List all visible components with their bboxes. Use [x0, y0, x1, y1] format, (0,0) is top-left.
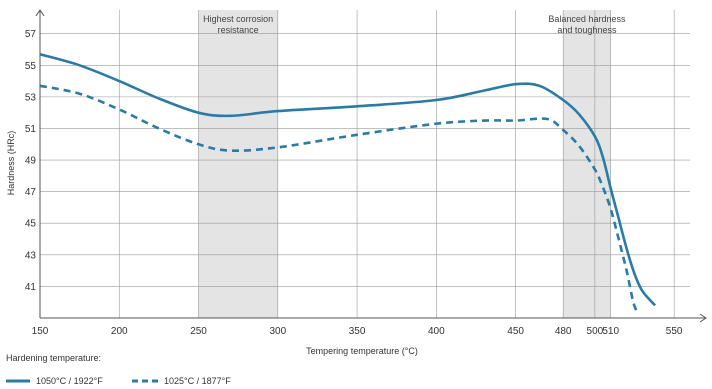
series-line-0	[39, 52, 657, 307]
y-tick-label-55: 55	[25, 61, 37, 72]
band-1-label-line1: Balanced hardness	[548, 14, 626, 24]
x-tick-label-480: 480	[555, 326, 572, 337]
band-1	[563, 10, 611, 318]
band-1-label-line2: and toughness	[557, 25, 617, 35]
axes-layer	[35, 9, 707, 323]
band-0	[198, 10, 278, 318]
x-tick-label-550: 550	[666, 326, 683, 337]
y-tick-label-53: 53	[25, 92, 37, 103]
x-tick-label-500: 500	[587, 326, 604, 337]
y-tick-label-49: 49	[25, 156, 37, 167]
y-tick-label-43: 43	[25, 250, 37, 261]
x-tick-label-400: 400	[428, 326, 445, 337]
x-axis-title: Tempering temperature (°C)	[306, 346, 418, 356]
y-tick-label-51: 51	[25, 124, 37, 135]
series-line-1	[39, 84, 638, 311]
x-tick-label-250: 250	[190, 326, 207, 337]
y-tick-label-45: 45	[25, 219, 37, 230]
bands-layer	[198, 10, 611, 318]
y-axis-arrow-icon	[35, 9, 45, 17]
band-0-label-line2: resistance	[218, 25, 259, 35]
legend-label-dashed: 1025°C / 1877°F	[164, 376, 231, 386]
y-tick-label-57: 57	[25, 29, 37, 40]
x-tick-label-200: 200	[111, 326, 128, 337]
series-layer	[39, 52, 657, 311]
ticks-layer: 41 43 45 47 49 51 53 55 57 150 200 250 300 350 400 450 4…	[25, 29, 683, 337]
legend-title: Hardening temperature:	[6, 353, 101, 363]
y-tick-label-41: 41	[25, 282, 37, 293]
x-tick-label-150: 150	[32, 326, 49, 337]
x-tick-label-300: 300	[269, 326, 286, 337]
x-tick-label-450: 450	[507, 326, 524, 337]
y-axis-title: Hardness (HRc)	[6, 131, 16, 196]
x-tick-label-510: 510	[602, 326, 619, 337]
legend-label-solid: 1050°C / 1922°F	[36, 376, 103, 386]
x-tick-label-350: 350	[349, 326, 366, 337]
band-0-label-line1: Highest corrosion	[203, 14, 273, 24]
y-tick-label-47: 47	[25, 187, 37, 198]
x-axis-arrow-icon	[699, 313, 707, 323]
